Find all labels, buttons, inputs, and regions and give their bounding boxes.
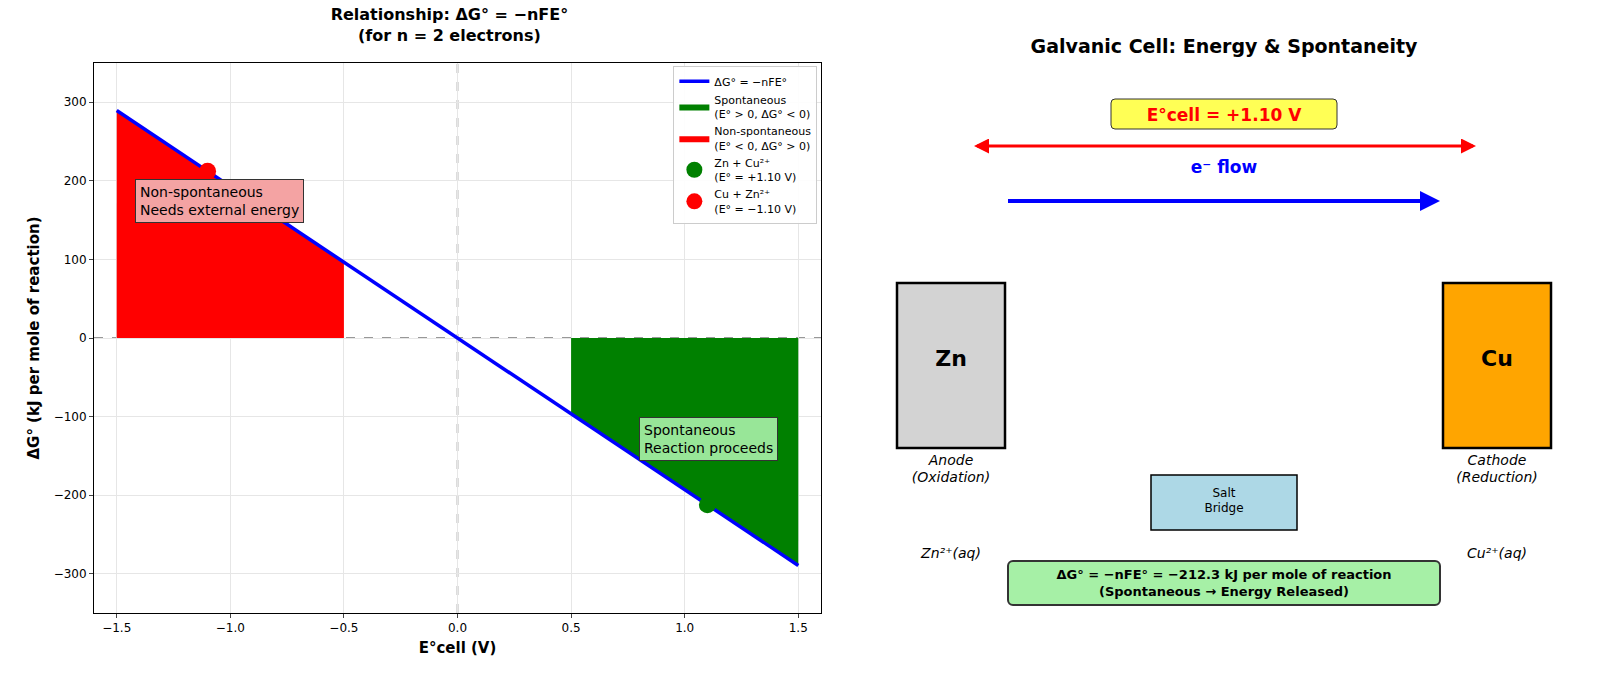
svg-text:Cu + Zn²⁺(E° = −1.10 V): Cu + Zn²⁺(E° = −1.10 V) [714, 188, 796, 215]
svg-text:Cu²⁺(aq): Cu²⁺(aq) [1467, 545, 1527, 561]
svg-text:1.0: 1.0 [675, 621, 694, 635]
svg-text:Galvanic Cell: Energy & Sponta: Galvanic Cell: Energy & Spontaneity [1031, 35, 1418, 57]
svg-text:100: 100 [64, 253, 87, 267]
svg-text:Relationship: ΔG° = −nFE°(for: Relationship: ΔG° = −nFE°(for n = 2 elec… [331, 5, 569, 45]
svg-text:−300: −300 [54, 567, 87, 581]
svg-text:ΔG° = −nFE°: ΔG° = −nFE° [714, 76, 787, 89]
svg-text:Zn²⁺(aq): Zn²⁺(aq) [920, 545, 981, 561]
svg-text:Non-spontaneous(E° < 0, ΔG° >: Non-spontaneous(E° < 0, ΔG° > 0) [714, 125, 811, 152]
svg-text:1.5: 1.5 [789, 621, 808, 635]
svg-text:Anode(Oxidation): Anode(Oxidation) [912, 452, 990, 485]
svg-text:0.0: 0.0 [448, 621, 467, 635]
svg-text:−100: −100 [54, 410, 87, 424]
svg-text:−200: −200 [54, 488, 87, 502]
svg-text:E°cell (V): E°cell (V) [419, 639, 497, 657]
svg-text:Spontaneous(E° > 0, ΔG° < 0): Spontaneous(E° > 0, ΔG° < 0) [714, 94, 810, 121]
svg-text:Cathode(Reduction): Cathode(Reduction) [1456, 452, 1538, 485]
svg-text:Cu: Cu [1481, 346, 1513, 371]
svg-text:−1.5: −1.5 [102, 621, 131, 635]
svg-text:0: 0 [79, 331, 87, 345]
svg-text:Zn: Zn [935, 346, 967, 371]
svg-text:SpontaneousReaction proceeds: SpontaneousReaction proceeds [644, 422, 773, 456]
svg-text:−0.5: −0.5 [329, 621, 358, 635]
svg-text:ΔG° = −nFE° = −212.3 kJ per mo: ΔG° = −nFE° = −212.3 kJ per mole of reac… [1056, 567, 1391, 599]
svg-text:200: 200 [64, 174, 87, 188]
svg-text:0.5: 0.5 [562, 621, 581, 635]
svg-text:300: 300 [64, 95, 87, 109]
svg-text:−1.0: −1.0 [216, 621, 245, 635]
svg-text:e⁻ flow: e⁻ flow [1191, 157, 1258, 177]
svg-text:Non-spontaneousNeeds external: Non-spontaneousNeeds external energy [140, 184, 299, 218]
svg-text:ΔG° (kJ per mole of reaction): ΔG° (kJ per mole of reaction) [25, 216, 43, 459]
svg-text:Zn + Cu²⁺(E° = +1.10 V): Zn + Cu²⁺(E° = +1.10 V) [714, 157, 796, 184]
svg-text:SaltBridge: SaltBridge [1204, 486, 1243, 515]
svg-text:E°cell = +1.10 V: E°cell = +1.10 V [1147, 105, 1303, 125]
